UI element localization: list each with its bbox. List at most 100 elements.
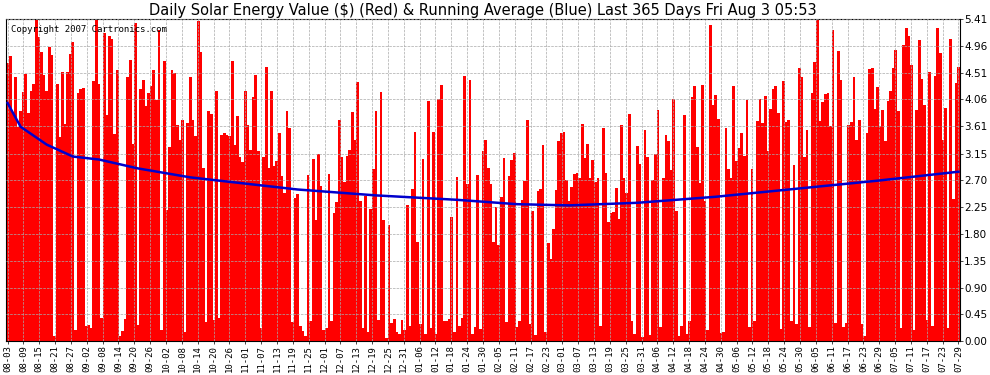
Bar — [626, 193, 628, 341]
Bar — [753, 321, 756, 341]
Bar — [221, 135, 223, 341]
Bar — [508, 176, 511, 341]
Bar — [837, 51, 840, 341]
Bar — [406, 205, 409, 341]
Bar — [829, 126, 832, 341]
Bar — [409, 326, 411, 341]
Bar — [597, 178, 599, 341]
Bar — [90, 328, 92, 341]
Bar — [74, 330, 77, 341]
Bar — [957, 66, 960, 341]
Bar — [672, 99, 675, 341]
Bar — [76, 93, 79, 341]
Bar — [422, 159, 425, 341]
Bar — [296, 194, 299, 341]
Bar — [949, 39, 952, 341]
Bar — [202, 168, 205, 341]
Bar — [500, 197, 503, 341]
Bar — [699, 183, 701, 341]
Bar — [615, 188, 618, 341]
Bar — [921, 79, 924, 341]
Bar — [320, 186, 323, 341]
Bar — [438, 99, 440, 341]
Bar — [435, 334, 438, 341]
Bar — [346, 156, 348, 341]
Bar — [607, 222, 610, 341]
Bar — [262, 157, 265, 341]
Bar — [691, 97, 693, 341]
Bar — [119, 336, 121, 341]
Bar — [758, 99, 761, 341]
Bar — [701, 85, 704, 341]
Bar — [591, 160, 594, 341]
Bar — [518, 321, 521, 341]
Bar — [353, 140, 356, 341]
Bar — [234, 145, 237, 341]
Bar — [557, 141, 560, 341]
Bar — [937, 28, 939, 341]
Bar — [605, 173, 607, 341]
Bar — [242, 162, 244, 341]
Bar — [887, 102, 889, 341]
Bar — [844, 323, 847, 341]
Bar — [414, 132, 417, 341]
Bar — [677, 336, 680, 341]
Bar — [113, 134, 116, 341]
Bar — [787, 120, 790, 341]
Bar — [325, 328, 328, 341]
Bar — [137, 325, 140, 341]
Bar — [800, 77, 803, 341]
Bar — [803, 158, 806, 341]
Bar — [58, 137, 61, 341]
Bar — [213, 320, 215, 341]
Bar — [48, 47, 50, 341]
Bar — [484, 140, 487, 341]
Bar — [61, 72, 63, 341]
Bar — [728, 169, 730, 341]
Bar — [618, 219, 621, 341]
Bar — [858, 120, 860, 341]
Bar — [157, 30, 160, 341]
Bar — [549, 259, 552, 341]
Bar — [22, 92, 25, 341]
Bar — [207, 111, 210, 341]
Bar — [223, 133, 226, 341]
Text: Copyright 2007 Cartronics.com: Copyright 2007 Cartronics.com — [11, 26, 167, 34]
Bar — [946, 328, 949, 341]
Bar — [644, 130, 646, 341]
Bar — [827, 93, 830, 341]
Bar — [670, 170, 672, 341]
Bar — [562, 132, 565, 341]
Bar — [704, 201, 707, 341]
Bar — [742, 156, 745, 341]
Bar — [145, 105, 148, 341]
Bar — [540, 189, 542, 341]
Bar — [628, 114, 631, 341]
Bar — [460, 318, 463, 341]
Bar — [63, 124, 66, 341]
Bar — [53, 336, 55, 341]
Bar — [377, 320, 380, 341]
Bar — [793, 165, 795, 341]
Bar — [395, 332, 398, 341]
Bar — [683, 116, 685, 341]
Bar — [403, 330, 406, 341]
Bar — [66, 72, 69, 341]
Bar — [764, 96, 766, 341]
Bar — [336, 201, 339, 341]
Bar — [664, 135, 667, 341]
Bar — [372, 169, 374, 341]
Bar — [748, 327, 750, 341]
Bar — [918, 40, 921, 341]
Bar — [889, 90, 892, 341]
Bar — [620, 125, 623, 341]
Bar — [356, 82, 359, 341]
Bar — [929, 72, 932, 341]
Bar — [12, 113, 14, 341]
Bar — [636, 146, 639, 341]
Bar — [779, 329, 782, 341]
Bar — [6, 63, 9, 341]
Bar — [487, 168, 490, 341]
Bar — [761, 123, 764, 341]
Bar — [654, 154, 656, 341]
